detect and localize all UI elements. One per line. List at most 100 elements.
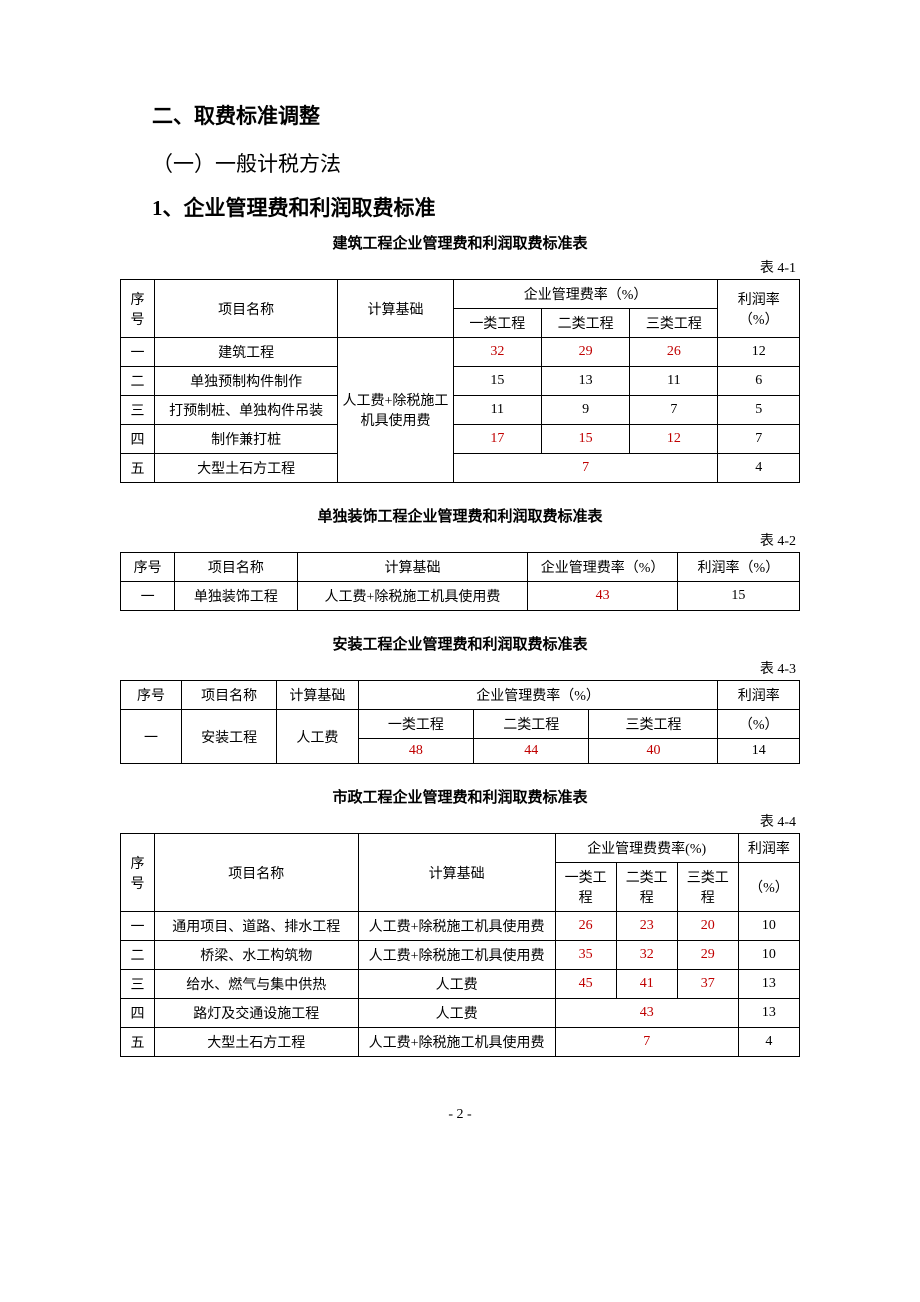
th-name: 项目名称	[154, 834, 358, 912]
heading-level-3: 1、企业管理费和利润取费标准	[152, 192, 800, 222]
th-c1: 一类工程	[555, 863, 616, 912]
cell-mgmt: 9	[541, 396, 629, 425]
subsection-1: （一）一般计税方法	[152, 148, 800, 178]
cell-profit: 13	[738, 970, 799, 999]
cell-seq: 一	[121, 582, 175, 611]
cell-name: 给水、燃气与集中供热	[154, 970, 358, 999]
cell-name: 单独预制构件制作	[154, 367, 337, 396]
th-pct: （%）	[718, 710, 800, 739]
cell-profit: 12	[718, 338, 800, 367]
th-c1: 一类工程	[358, 710, 473, 739]
th-seq: 序号	[121, 280, 155, 338]
table3-title: 安装工程企业管理费和利润取费标准表	[120, 633, 800, 654]
cell-seq: 五	[121, 1028, 155, 1057]
cell-mgmt: 26	[555, 912, 616, 941]
cell-mgmt: 43	[528, 582, 677, 611]
cell-seq: 二	[121, 367, 155, 396]
cell-mgmt: 17	[453, 425, 541, 454]
cell-mgmt: 11	[630, 367, 718, 396]
cell-mgmt: 23	[616, 912, 677, 941]
cell-seq: 三	[121, 970, 155, 999]
table1-tag: 表 4-1	[120, 257, 796, 277]
cell-name: 打预制桩、单独构件吊装	[154, 396, 337, 425]
th-name: 项目名称	[182, 681, 277, 710]
cell-basis: 人工费+除税施工机具使用费	[358, 941, 555, 970]
cell-mgmt-merged: 7	[453, 454, 718, 483]
cell-mgmt: 15	[541, 425, 629, 454]
cell-name: 建筑工程	[154, 338, 337, 367]
th-pct: （%）	[738, 863, 799, 912]
th-basis: 计算基础	[297, 553, 528, 582]
cell-mgmt: 12	[630, 425, 718, 454]
th-c3: 三类工程	[630, 309, 718, 338]
table3-tag: 表 4-3	[120, 658, 796, 678]
cell-profit: 14	[718, 739, 800, 764]
th-seq: 序号	[121, 834, 155, 912]
cell-seq: 一	[121, 912, 155, 941]
cell-mgmt: 45	[555, 970, 616, 999]
table-row: 三打预制桩、单独构件吊装11975	[121, 396, 800, 425]
th-mgmt: 企业管理费率（%）	[528, 553, 677, 582]
th-name: 项目名称	[175, 553, 297, 582]
cell-name: 路灯及交通设施工程	[154, 999, 358, 1028]
heading-level-2: 二、取费标准调整	[152, 100, 800, 130]
cell-name: 大型土石方工程	[154, 454, 337, 483]
table-row: 一 安装工程 人工费 一类工程 二类工程 三类工程 （%）	[121, 710, 800, 739]
cell-seq: 四	[121, 425, 155, 454]
cell-basis: 人工费	[358, 999, 555, 1028]
table2: 序号 项目名称 计算基础 企业管理费率（%） 利润率（%） 一 单独装饰工程 人…	[120, 552, 800, 611]
table-row: 二单独预制构件制作1513116	[121, 367, 800, 396]
cell-name: 单独装饰工程	[175, 582, 297, 611]
table-row: 二桥梁、水工构筑物人工费+除税施工机具使用费35322910	[121, 941, 800, 970]
cell-name: 通用项目、道路、排水工程	[154, 912, 358, 941]
cell-mgmt: 37	[677, 970, 738, 999]
cell-profit: 10	[738, 941, 799, 970]
cell-name: 制作兼打桩	[154, 425, 337, 454]
cell-seq: 一	[121, 710, 182, 764]
cell-basis: 人工费+除税施工机具使用费	[358, 912, 555, 941]
table4-title: 市政工程企业管理费和利润取费标准表	[120, 786, 800, 807]
th-mgmt: 企业管理费率（%）	[453, 280, 718, 309]
cell-mgmt: 15	[453, 367, 541, 396]
cell-seq: 一	[121, 338, 155, 367]
cell-profit: 4	[718, 454, 800, 483]
table-row: 三给水、燃气与集中供热人工费45413713	[121, 970, 800, 999]
cell-seq: 二	[121, 941, 155, 970]
cell-profit: 15	[677, 582, 799, 611]
table-row: 五大型土石方工程人工费+除税施工机具使用费74	[121, 1028, 800, 1057]
th-c1: 一类工程	[453, 309, 541, 338]
th-profit: 利润率（%）	[718, 280, 800, 338]
cell-v3: 40	[589, 739, 718, 764]
table-row: 四制作兼打桩 1715127	[121, 425, 800, 454]
cell-mgmt: 29	[541, 338, 629, 367]
cell-seq: 三	[121, 396, 155, 425]
cell-mgmt: 29	[677, 941, 738, 970]
th-seq: 序号	[121, 553, 175, 582]
th-profit: 利润率（%）	[677, 553, 799, 582]
th-c3: 三类工程	[589, 710, 718, 739]
cell-basis: 人工费	[277, 710, 358, 764]
th-c2: 二类工程	[474, 710, 589, 739]
th-name: 项目名称	[154, 280, 337, 338]
table4: 序号 项目名称 计算基础 企业管理费费率(%) 利润率 一类工程 二类工程 三类…	[120, 833, 800, 1057]
table4-tag: 表 4-4	[120, 811, 796, 831]
cell-seq: 五	[121, 454, 155, 483]
cell-profit: 7	[718, 425, 800, 454]
table2-tag: 表 4-2	[120, 530, 796, 550]
table-row: 一通用项目、道路、排水工程人工费+除税施工机具使用费26232010	[121, 912, 800, 941]
cell-mgmt: 26	[630, 338, 718, 367]
cell-mgmt-merged: 43	[555, 999, 738, 1028]
cell-mgmt: 20	[677, 912, 738, 941]
cell-basis: 人工费+除税施工机具使用费	[297, 582, 528, 611]
cell-mgmt: 41	[616, 970, 677, 999]
cell-mgmt: 11	[453, 396, 541, 425]
table2-title: 单独装饰工程企业管理费和利润取费标准表	[120, 505, 800, 526]
th-basis: 计算基础	[358, 834, 555, 912]
cell-mgmt: 7	[630, 396, 718, 425]
table1-title: 建筑工程企业管理费和利润取费标准表	[120, 232, 800, 253]
cell-profit: 6	[718, 367, 800, 396]
table1: 序号 项目名称 计算基础 企业管理费率（%） 利润率（%） 一类工程 二类工程 …	[120, 279, 800, 483]
th-c2: 二类工程	[616, 863, 677, 912]
cell-profit: 10	[738, 912, 799, 941]
th-seq: 序号	[121, 681, 182, 710]
